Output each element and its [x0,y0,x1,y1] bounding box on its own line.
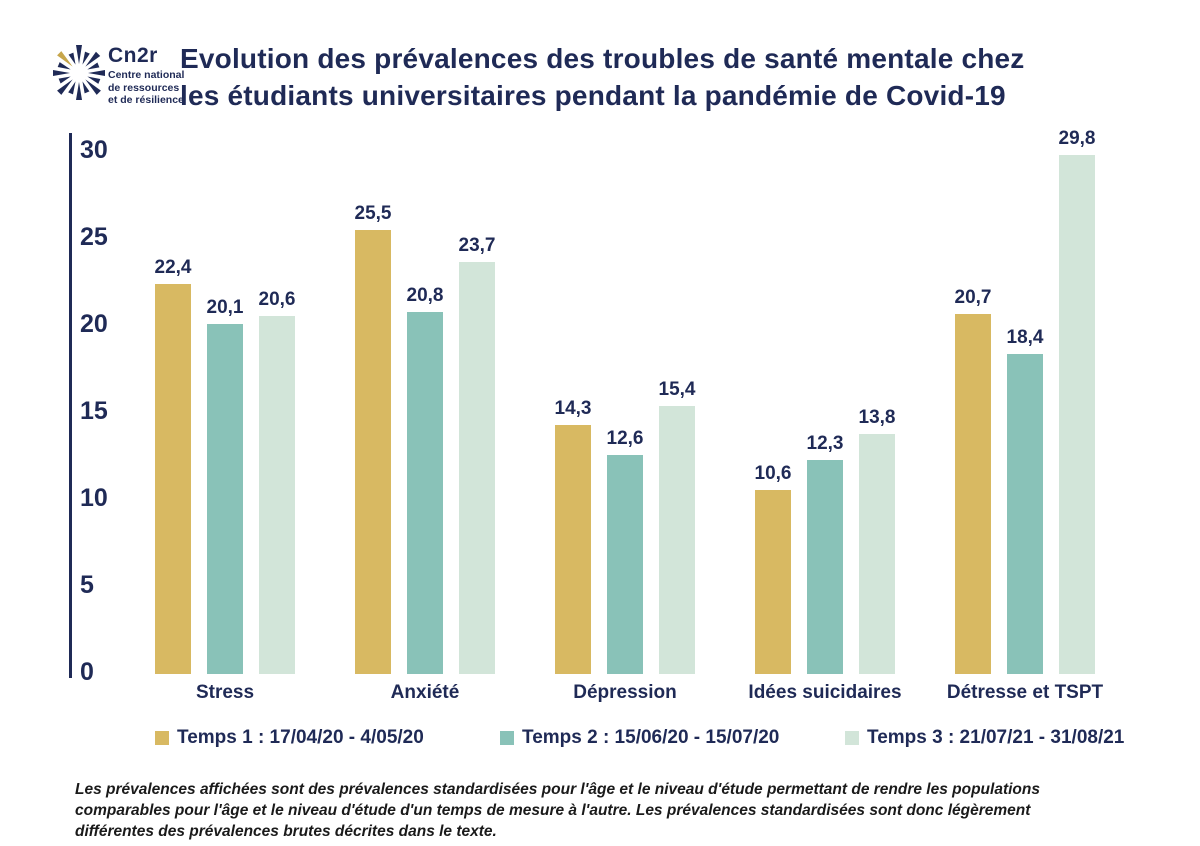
category-label: Dépression [573,682,677,703]
bar [1059,155,1095,674]
page-title: Evolution des prévalences des troubles d… [180,43,1025,111]
bar [755,489,791,674]
bar [259,315,295,674]
bar [659,406,695,674]
logo-subtitle-text: Centre national de ressources et de rési… [108,69,185,106]
bar [155,284,191,674]
bar-value-label: 13,8 [858,406,896,428]
legend-label: Temps 2 : 15/06/20 - 15/07/20 [522,727,780,748]
bar-value-label: 14,3 [554,398,592,420]
legend-swatch-icon [500,731,514,745]
bar [807,459,843,674]
category-label: Idées suicidaires [748,682,902,703]
legend-label: Temps 3 : 21/07/21 - 31/08/21 [867,727,1125,748]
category-label: Stress [195,682,255,703]
bar [407,312,443,674]
bar [555,425,591,674]
y-tick-label: 10 [80,484,108,512]
logo: Cn2r Centre national de ressources et de… [50,38,370,118]
bar [1007,353,1043,674]
bar-value-label: 29,8 [1058,128,1096,150]
y-tick-label: 25 [80,223,108,251]
bar [355,230,391,674]
bar [607,454,643,674]
y-tick-label: 0 [80,658,94,686]
bar-value-label: 25,5 [354,203,392,225]
bar [207,324,243,674]
y-tick-label: 5 [80,571,94,599]
legend-swatch-icon [155,731,169,745]
y-tick-label: 20 [80,310,108,338]
bar-value-label: 15,4 [658,379,696,401]
bar-value-label: 10,6 [754,462,792,484]
bar-value-label: 22,4 [154,257,192,279]
bar-value-label: 23,7 [458,234,496,256]
bar-value-label: 20,7 [954,286,992,308]
bar-value-label: 20,1 [206,297,244,319]
bar-value-label: 12,3 [806,432,844,454]
y-axis [69,133,72,678]
y-tick-label: 15 [80,397,108,425]
category-label: Anxiété [390,682,460,703]
bar-value-label: 12,6 [606,427,644,449]
bar [955,313,991,674]
y-tick-label: 30 [80,136,108,164]
bar [859,433,895,674]
starburst-icon [53,45,105,100]
bar-value-label: 18,4 [1006,326,1044,348]
bar-value-label: 20,8 [406,285,444,307]
category-label: Détresse et TSPT [946,682,1104,703]
bar [459,261,495,674]
legend-label: Temps 1 : 17/04/20 - 4/05/20 [177,727,424,748]
logo-brand-text: Cn2r [108,44,158,67]
legend-swatch-icon [845,731,859,745]
footnote: Les prévalences affichées sont des préva… [75,781,1040,840]
bar-value-label: 20,6 [258,288,296,310]
